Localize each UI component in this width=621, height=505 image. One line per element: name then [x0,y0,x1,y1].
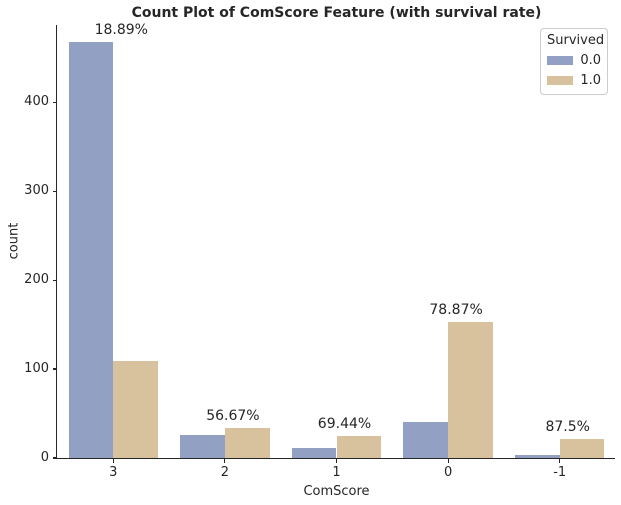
legend-label: 0.0 [580,53,601,68]
y-tick-label: 300 [24,183,49,199]
legend: Survived 0.0 1.0 [540,28,608,95]
legend-title: Survived [547,33,605,48]
legend-entry-survived-0: 0.0 [547,53,601,68]
legend-swatch-survived-1-icon [547,76,573,85]
y-tick-mark [52,101,57,103]
x-tick-mark [112,459,114,463]
bar-survived-1.0-comscore-1 [336,435,382,458]
x-tick-label: 3 [109,465,118,480]
legend-entry-survived-1: 1.0 [547,73,601,88]
bar-survived-1.0-comscore-3 [113,361,158,458]
survival-rate-annotation: 56.67% [206,407,260,424]
bar-survived-1.0-comscore-0 [448,321,493,458]
chart-title: Count Plot of ComScore Feature (with sur… [131,5,542,21]
y-tick-label: 0 [40,450,49,465]
y-axis-spine [56,25,58,459]
legend-label: 1.0 [580,73,601,88]
x-tick-label: -1 [553,465,567,480]
y-tick-label: 400 [24,94,49,110]
x-tick-label: 0 [443,465,453,480]
survival-rate-annotation: 87.5% [545,419,590,436]
bar-survived-1.0-comscore--1 [559,439,605,458]
bar-survived-0.0-comscore-0 [403,421,449,458]
survival-rate-annotation: 18.89% [94,21,148,38]
legend-swatch-survived-0-icon [547,56,573,65]
x-tick-label: 2 [220,465,230,480]
survival-rate-annotation: 78.87% [429,301,483,318]
x-tick-label: 1 [332,465,341,480]
y-tick-mark [52,279,57,281]
bar-survived-1.0-comscore-2 [224,427,270,458]
y-tick-mark [52,368,57,370]
x-axis-spine [56,458,616,460]
x-tick-mark [335,459,338,463]
bar-survived-0.0-comscore-2 [180,434,225,458]
x-tick-mark [224,459,226,463]
y-tick-mark [52,457,57,459]
y-tick-label: 100 [24,361,49,377]
x-tick-mark [559,459,561,463]
y-tick-label: 200 [24,272,49,288]
bar-survived-0.0-comscore--1 [515,455,560,458]
survival-rate-annotation: 69.44% [317,415,372,432]
x-axis-label: ComScore [303,484,370,499]
bar-survived-0.0-comscore-1 [291,448,337,458]
y-axis-label: count [6,222,22,260]
bar-survived-0.0-comscore-3 [68,41,114,458]
x-tick-mark [447,459,449,463]
y-tick-mark [52,190,57,192]
